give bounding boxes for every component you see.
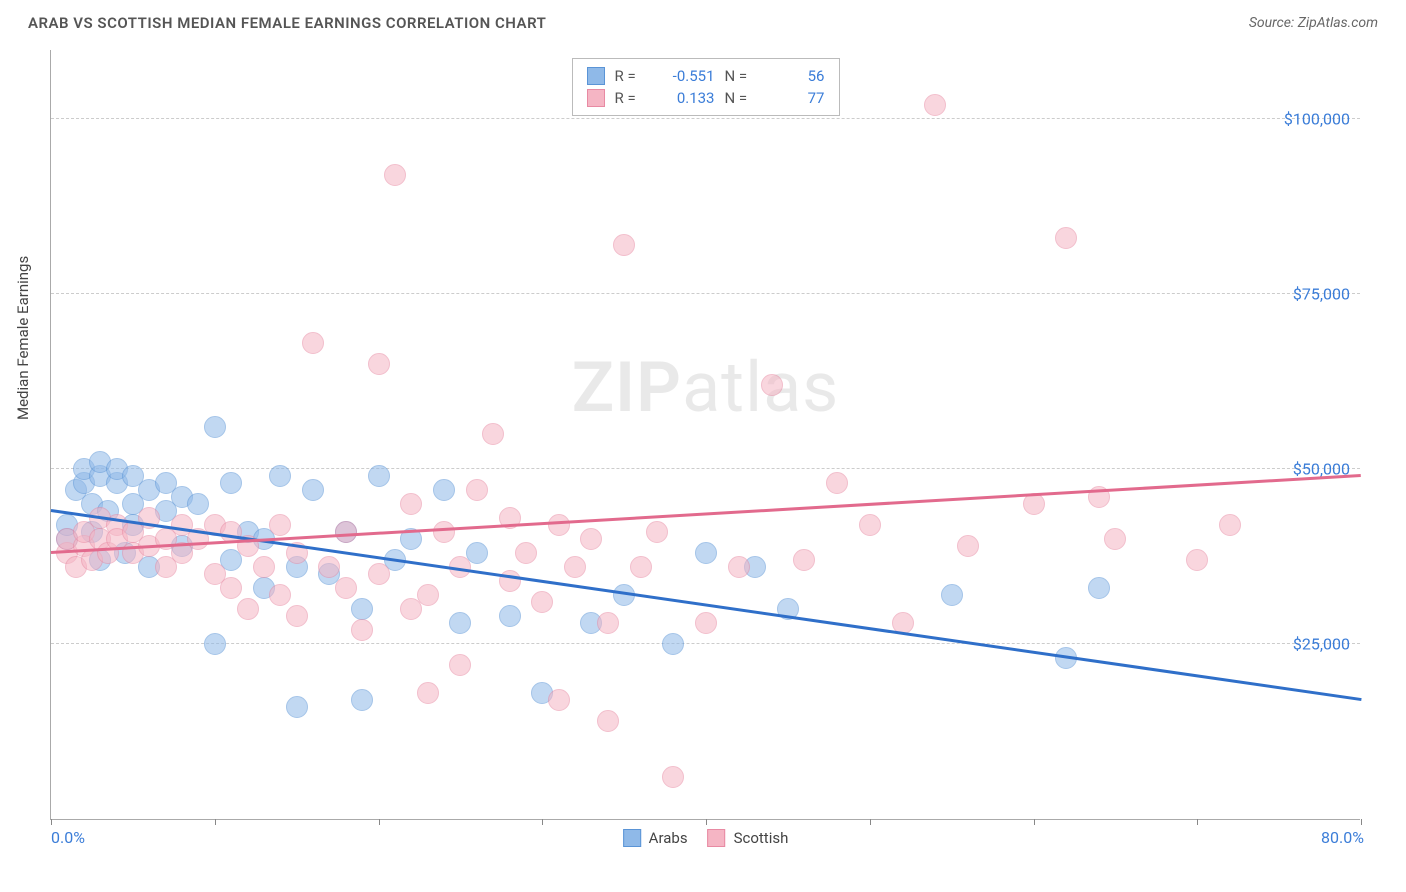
data-point [548, 514, 570, 536]
data-point [580, 528, 602, 550]
y-tick-label: $75,000 [1293, 285, 1350, 304]
x-tick-mark [215, 819, 216, 825]
x-tick-label: 0.0% [51, 828, 85, 847]
data-point [368, 353, 390, 375]
gridline [51, 643, 1360, 644]
data-point [417, 682, 439, 704]
legend-row-scottish: R = 0.133 N = 77 [587, 87, 825, 109]
data-point [269, 465, 291, 487]
data-point [351, 598, 373, 620]
x-tick-mark [870, 819, 871, 825]
data-point [859, 514, 881, 536]
x-tick-mark [1034, 819, 1035, 825]
data-point [433, 521, 455, 543]
data-point [924, 94, 946, 116]
correlation-legend: R = -0.551 N = 56 R = 0.133 N = 77 [572, 58, 840, 116]
source-label: Source: ZipAtlas.com [1249, 15, 1378, 31]
data-point [1104, 528, 1126, 550]
data-point [499, 605, 521, 627]
data-point [417, 584, 439, 606]
swatch-arabs [587, 67, 605, 85]
data-point [1088, 577, 1110, 599]
data-point [1186, 549, 1208, 571]
data-point [220, 472, 242, 494]
data-point [1023, 493, 1045, 515]
data-point [269, 514, 291, 536]
data-point [335, 521, 357, 543]
gridline [51, 293, 1360, 294]
legend-item-arabs: Arabs [623, 829, 688, 847]
data-point [630, 556, 652, 578]
data-point [187, 493, 209, 515]
data-point [793, 549, 815, 571]
data-point [548, 689, 570, 711]
data-point [253, 556, 275, 578]
scatter-chart: ZIPatlas R = -0.551 N = 56 R = 0.133 N =… [50, 50, 1360, 820]
data-point [286, 605, 308, 627]
data-point [1055, 227, 1077, 249]
data-point [826, 472, 848, 494]
x-tick-mark [379, 819, 380, 825]
data-point [351, 689, 373, 711]
data-point [515, 542, 537, 564]
series-legend: Arabs Scottish [623, 829, 789, 847]
swatch-scottish-icon [708, 829, 726, 847]
data-point [531, 591, 553, 613]
y-axis-label: Median Female Earnings [14, 256, 32, 420]
data-point [302, 332, 324, 354]
data-point [318, 556, 340, 578]
data-point [662, 633, 684, 655]
chart-header: ARAB VS SCOTTISH MEDIAN FEMALE EARNINGS … [0, 0, 1406, 40]
data-point [761, 374, 783, 396]
data-point [613, 234, 635, 256]
x-tick-mark [1197, 819, 1198, 825]
legend-item-scottish: Scottish [708, 829, 789, 847]
x-tick-mark [1361, 819, 1362, 825]
y-tick-label: $25,000 [1293, 635, 1350, 654]
data-point [662, 766, 684, 788]
data-point [237, 598, 259, 620]
data-point [597, 612, 619, 634]
gridline [51, 118, 1360, 119]
data-point [368, 563, 390, 585]
data-point [646, 521, 668, 543]
x-tick-mark [706, 819, 707, 825]
data-point [728, 556, 750, 578]
data-point [941, 584, 963, 606]
legend-row-arabs: R = -0.551 N = 56 [587, 65, 825, 87]
data-point [335, 577, 357, 599]
data-point [269, 584, 291, 606]
data-point [302, 479, 324, 501]
data-point [286, 696, 308, 718]
data-point [351, 619, 373, 641]
data-point [957, 535, 979, 557]
data-point [433, 479, 455, 501]
data-point [1219, 514, 1241, 536]
swatch-scottish [587, 89, 605, 107]
x-tick-mark [542, 819, 543, 825]
swatch-arabs-icon [623, 829, 641, 847]
gridline [51, 468, 1360, 469]
data-point [482, 423, 504, 445]
chart-title: ARAB VS SCOTTISH MEDIAN FEMALE EARNINGS … [28, 14, 546, 32]
data-point [384, 164, 406, 186]
data-point [695, 542, 717, 564]
y-tick-label: $100,000 [1284, 110, 1350, 129]
data-point [695, 612, 717, 634]
data-point [368, 465, 390, 487]
data-point [400, 493, 422, 515]
data-point [449, 654, 471, 676]
x-tick-label: 80.0% [1321, 828, 1364, 847]
data-point [449, 612, 471, 634]
data-point [466, 479, 488, 501]
data-point [220, 577, 242, 599]
data-point [564, 556, 586, 578]
watermark: ZIPatlas [572, 347, 840, 429]
data-point [204, 416, 226, 438]
x-tick-mark [51, 819, 52, 825]
data-point [597, 710, 619, 732]
data-point [204, 633, 226, 655]
